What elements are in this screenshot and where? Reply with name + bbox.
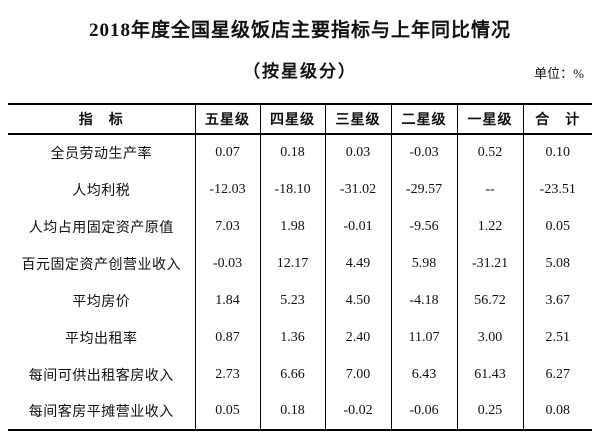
table-row: 每间客房平摊营业收入 0.05 0.18 -0.02 -0.06 0.25 0.…: [8, 393, 592, 430]
cell-value: 61.43: [456, 356, 523, 393]
page-subtitle: （按星级分）: [243, 62, 357, 81]
column-header-indicator: 指 标: [78, 113, 124, 128]
row-label: 百元固定资产创营业收入: [21, 257, 181, 273]
cell-value: 1.84: [194, 282, 260, 319]
row-label: 平均房价: [72, 294, 131, 310]
cell-value: -12.03: [194, 171, 260, 208]
cell-value: 2.51: [522, 319, 592, 356]
row-label: 平均出租率: [65, 331, 138, 347]
cell-value: --: [456, 171, 523, 208]
cell-value: 1.98: [259, 208, 325, 245]
row-label: 人均利税: [72, 183, 131, 199]
row-label: 全员劳动生产率: [50, 147, 152, 162]
cell-value: 4.50: [324, 282, 391, 319]
cell-value: 7.03: [194, 208, 260, 245]
cell-value: -31.02: [324, 171, 391, 208]
cell-value: 2.73: [194, 356, 260, 393]
cell-value: 56.72: [456, 282, 523, 319]
table-row: 平均房价 1.84 5.23 4.50 -4.18 56.72 3.67: [8, 282, 592, 319]
cell-value: 1.22: [456, 208, 523, 245]
column-header-1star: 一星级: [456, 104, 523, 134]
cell-value: 11.07: [390, 319, 457, 356]
indicators-table: 指 标 五星级 四星级 三星级 二星级 一星级 合 计 全员劳动生产率 0.07…: [8, 103, 592, 431]
cell-value: -23.51: [522, 171, 592, 208]
cell-value: 0.18: [259, 134, 325, 171]
table-row: 每间可供出租客房收入 2.73 6.66 7.00 6.43 61.43 6.2…: [8, 356, 592, 393]
cell-value: -0.02: [324, 393, 391, 430]
cell-value: -29.57: [390, 171, 457, 208]
column-header-4star: 四星级: [259, 104, 325, 134]
cell-value: 6.27: [522, 356, 592, 393]
cell-value: 4.49: [324, 245, 391, 282]
cell-value: -0.06: [390, 393, 457, 430]
row-label: 人均占用固定资产原值: [28, 220, 174, 236]
cell-value: 1.36: [259, 319, 325, 356]
table-row: 平均出租率 0.87 1.36 2.40 11.07 3.00 2.51: [8, 319, 592, 356]
cell-value: -18.10: [259, 171, 325, 208]
cell-value: 12.17: [259, 245, 325, 282]
cell-value: 3.67: [522, 282, 592, 319]
cell-value: 0.03: [324, 134, 391, 171]
cell-value: 0.52: [456, 134, 523, 171]
row-label: 每间可供出租客房收入: [28, 368, 174, 384]
table-row: 人均占用固定资产原值 7.03 1.98 -0.01 -9.56 1.22 0.…: [8, 208, 592, 245]
cell-value: 6.66: [259, 356, 325, 393]
cell-value: 5.98: [390, 245, 457, 282]
column-header-2star: 二星级: [390, 104, 457, 134]
table-row: 百元固定资产创营业收入 -0.03 12.17 4.49 5.98 -31.21…: [8, 245, 592, 282]
table-row: 人均利税 -12.03 -18.10 -31.02 -29.57 -- -23.…: [8, 171, 592, 208]
cell-value: 0.25: [456, 393, 523, 430]
column-header-total: 合 计: [522, 104, 592, 134]
cell-value: 5.23: [259, 282, 325, 319]
cell-value: -0.03: [390, 134, 457, 171]
cell-value: 0.08: [522, 393, 592, 430]
unit-label: 单位：%: [534, 66, 584, 81]
cell-value: 5.08: [522, 245, 592, 282]
cell-value: 0.10: [522, 134, 592, 171]
cell-value: 0.07: [194, 134, 260, 171]
page-title: 2018年度全国星级饭店主要指标与上年同比情况: [88, 20, 511, 41]
cell-value: -31.21: [456, 245, 523, 282]
cell-value: -0.01: [324, 208, 391, 245]
cell-value: 0.18: [259, 393, 325, 430]
cell-value: -0.03: [194, 245, 260, 282]
cell-value: 0.05: [194, 393, 260, 430]
cell-value: 6.43: [390, 356, 457, 393]
cell-value: -4.18: [390, 282, 457, 319]
table-header-row: 指 标 五星级 四星级 三星级 二星级 一星级 合 计: [8, 104, 592, 134]
cell-value: 0.87: [194, 319, 260, 356]
cell-value: 2.40: [324, 319, 391, 356]
cell-value: -9.56: [390, 208, 457, 245]
cell-value: 3.00: [456, 319, 523, 356]
column-header-5star: 五星级: [194, 104, 260, 134]
row-label: 每间客房平摊营业收入: [28, 405, 174, 420]
cell-value: 0.05: [522, 208, 592, 245]
indicators-table-container: 指 标 五星级 四星级 三星级 二星级 一星级 合 计 全员劳动生产率 0.07…: [8, 103, 592, 431]
column-header-3star: 三星级: [324, 104, 391, 134]
table-row: 全员劳动生产率 0.07 0.18 0.03 -0.03 0.52 0.10: [8, 134, 592, 171]
cell-value: 7.00: [324, 356, 391, 393]
